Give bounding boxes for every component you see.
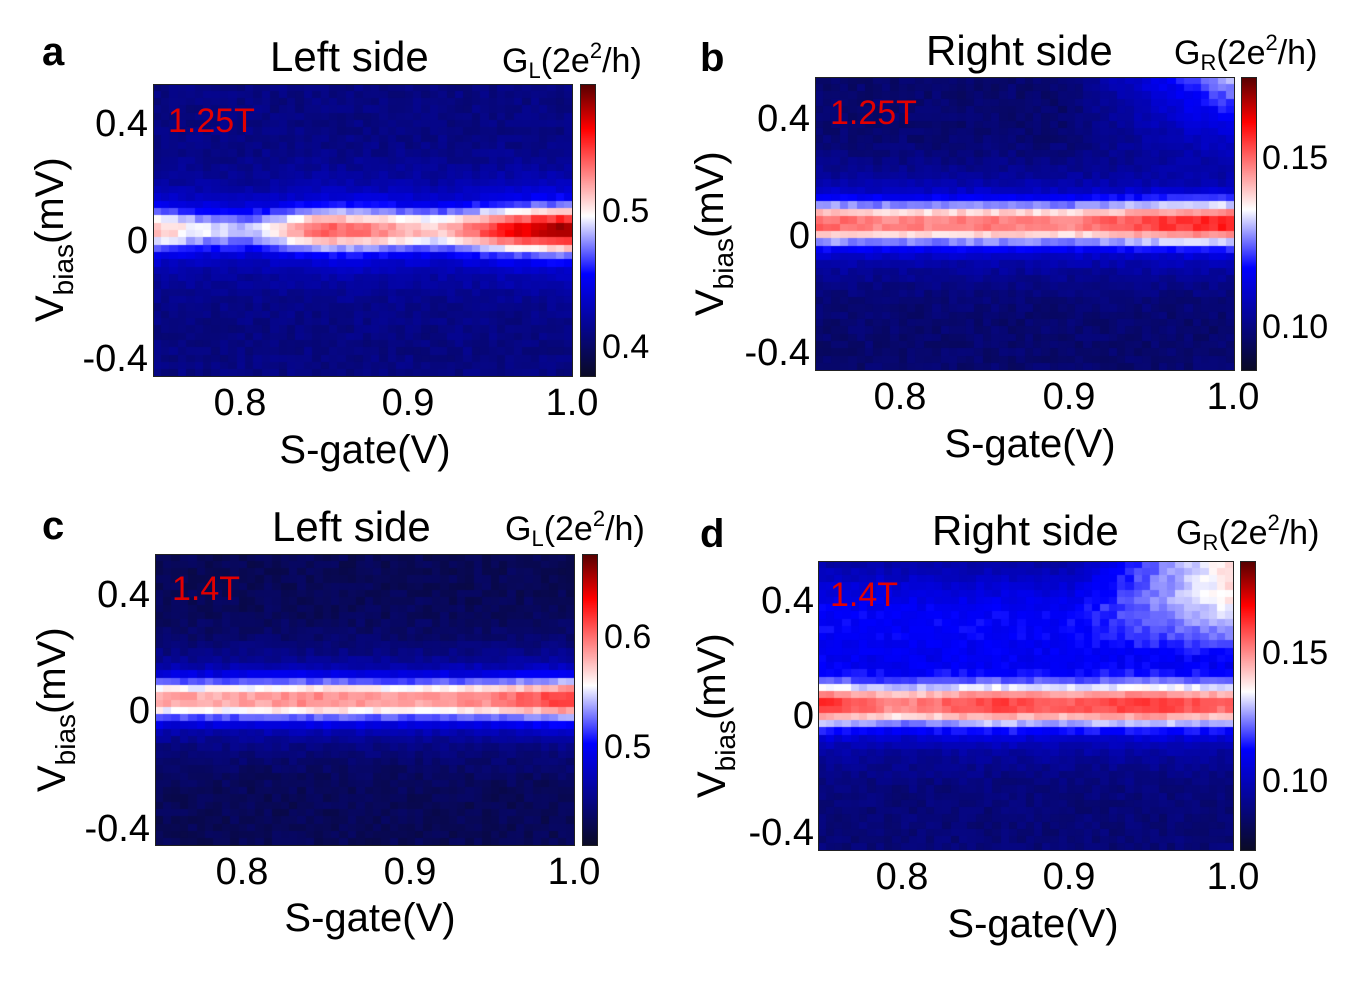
- panel-letter: c: [42, 504, 65, 548]
- field-label: 1.4T: [172, 570, 241, 608]
- colorbar-tick-label: 0.5: [602, 192, 650, 230]
- x-tick-label: 0.8: [875, 856, 929, 898]
- y-tick-label: -0.4: [748, 812, 814, 854]
- x-tick-label: 1.0: [547, 851, 601, 893]
- x-tick-label: 0.9: [1042, 376, 1096, 418]
- colorbar-tick-label: 0.4: [602, 328, 650, 366]
- panel-title: Left side: [272, 503, 431, 550]
- y-tick-label: -0.4: [82, 338, 148, 380]
- x-axis-label: S-gate(V): [944, 422, 1116, 466]
- y-tick-label: 0: [792, 695, 814, 737]
- y-tick-label: -0.4: [744, 332, 810, 374]
- y-tick-label: 0: [128, 690, 150, 732]
- colorbar: [580, 84, 596, 377]
- x-tick-label: 0.8: [215, 851, 269, 893]
- y-tick-label: 0.4: [97, 574, 150, 616]
- heatmap: [153, 84, 573, 377]
- colorbar-tick-label: 0.15: [1262, 139, 1329, 177]
- field-label: 1.4T: [830, 576, 899, 614]
- x-tick-label: 1.0: [545, 382, 599, 424]
- x-tick-label: 0.9: [381, 382, 435, 424]
- colorbar-tick-label: 0.10: [1262, 308, 1329, 346]
- y-axis-label: Vbias(mV): [28, 157, 79, 322]
- y-tick-label: 0: [788, 215, 810, 257]
- panel-letter: a: [42, 30, 65, 74]
- y-axis-label: Vbias(mV): [690, 633, 741, 798]
- x-tick-label: 0.8: [213, 382, 267, 424]
- panel-letter: b: [700, 36, 725, 80]
- colorbar-label: GL(2e2/h): [505, 506, 645, 551]
- colorbar-label: GR(2e2/h): [1174, 30, 1318, 75]
- colorbar-tick-label: 0.6: [604, 618, 652, 656]
- colorbar-label: GL(2e2/h): [502, 38, 642, 83]
- heatmap: [155, 554, 575, 846]
- colorbar: [582, 554, 598, 846]
- panel-title: Right side: [932, 507, 1119, 554]
- panel-title: Right side: [926, 27, 1113, 74]
- panel-letter: d: [700, 512, 725, 556]
- y-tick-label: 0.4: [757, 98, 810, 140]
- colorbar-label: GR(2e2/h): [1176, 510, 1320, 555]
- colorbar-tick-label: 0.15: [1262, 634, 1329, 672]
- y-axis-label: Vbias(mV): [30, 627, 81, 792]
- colorbar: [1240, 561, 1256, 851]
- x-tick-label: 1.0: [1206, 376, 1260, 418]
- x-tick-label: 0.9: [383, 851, 437, 893]
- x-axis-label: S-gate(V): [947, 902, 1119, 946]
- colorbar-tick-label: 0.5: [604, 728, 652, 766]
- y-tick-label: 0.4: [95, 103, 148, 145]
- colorbar-tick-label: 0.10: [1262, 762, 1329, 800]
- panel-title: Left side: [270, 33, 429, 80]
- x-axis-label: S-gate(V): [279, 428, 451, 472]
- x-tick-label: 1.0: [1206, 856, 1260, 898]
- x-tick-label: 0.8: [873, 376, 927, 418]
- y-axis-label: Vbias(mV): [688, 151, 739, 316]
- x-tick-label: 0.9: [1042, 856, 1096, 898]
- y-tick-label: -0.4: [84, 808, 150, 850]
- heatmap: [815, 77, 1235, 371]
- heatmap: [818, 561, 1234, 851]
- field-label: 1.25T: [168, 102, 255, 140]
- colorbar: [1241, 77, 1257, 371]
- y-tick-label: 0.4: [761, 580, 814, 622]
- y-tick-label: 0: [126, 220, 148, 262]
- x-axis-label: S-gate(V): [284, 896, 456, 940]
- field-label: 1.25T: [830, 94, 917, 132]
